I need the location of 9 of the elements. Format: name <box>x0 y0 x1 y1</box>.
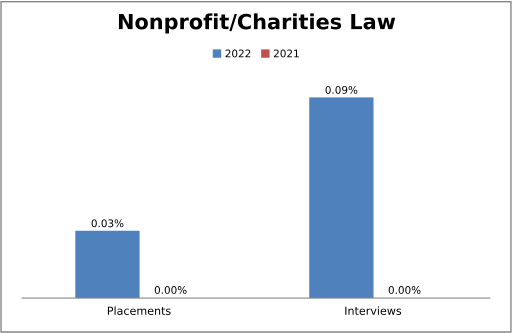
data-label: 0.03% <box>92 219 124 228</box>
data-label: 0.00% <box>154 286 187 294</box>
chart-title: Nonprofit/Charities Law <box>118 13 396 34</box>
data-label: 0.00% <box>388 286 420 294</box>
data-label: 0.09% <box>326 86 358 94</box>
x-tick-label: Placements <box>108 306 171 315</box>
legend-label: 2021 <box>274 50 299 58</box>
x-tick-label: Interviews <box>345 306 402 315</box>
legend-label: 2022 <box>226 50 250 58</box>
